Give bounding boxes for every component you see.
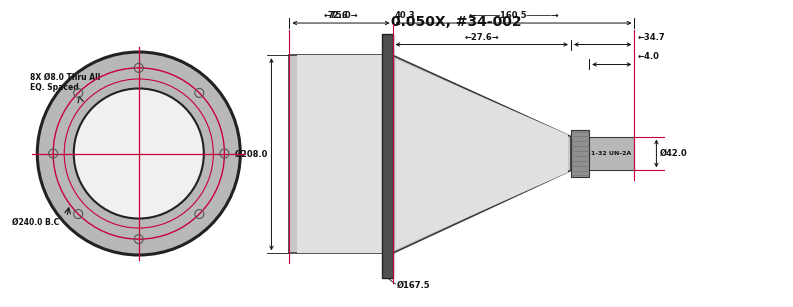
- Polygon shape: [393, 55, 571, 253]
- Polygon shape: [289, 55, 389, 253]
- Text: 72.6: 72.6: [328, 11, 348, 20]
- Text: ←34.7: ←34.7: [638, 33, 665, 41]
- Text: 1-32 UN-2A: 1-32 UN-2A: [592, 151, 631, 156]
- Text: 0.050X, #34-002: 0.050X, #34-002: [391, 15, 521, 29]
- Text: ←27.6→: ←27.6→: [465, 33, 499, 41]
- Text: ←─────160.5─────→: ←─────160.5─────→: [468, 11, 559, 20]
- Text: Ø167.5: Ø167.5: [396, 281, 430, 290]
- Text: 8X Ø8.0 Thru All
EQ. Spaced: 8X Ø8.0 Thru All EQ. Spaced: [30, 73, 101, 92]
- Polygon shape: [589, 137, 634, 170]
- Polygon shape: [382, 34, 393, 278]
- Text: ←75.0→: ←75.0→: [324, 11, 358, 20]
- Polygon shape: [571, 130, 589, 177]
- Polygon shape: [396, 59, 568, 249]
- Text: 40.3: 40.3: [395, 11, 416, 20]
- Polygon shape: [297, 55, 385, 253]
- Circle shape: [74, 88, 204, 219]
- Text: Ø208.0: Ø208.0: [235, 150, 269, 159]
- Text: Ø42.0: Ø42.0: [660, 149, 688, 158]
- Text: ←4.0: ←4.0: [638, 52, 659, 61]
- Text: Ø240.0 B.C: Ø240.0 B.C: [12, 218, 59, 227]
